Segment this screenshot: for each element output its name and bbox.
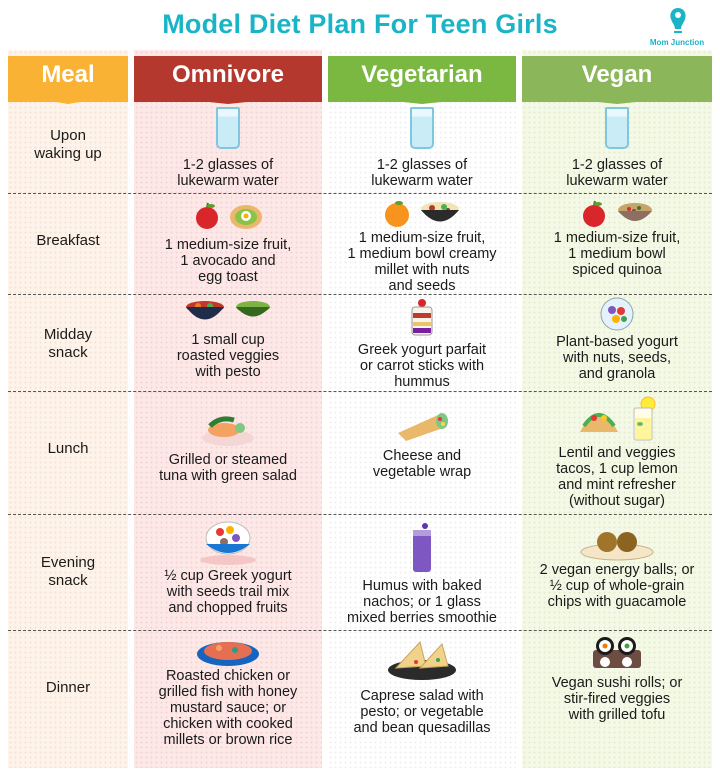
header-meal-label: Meal xyxy=(41,61,95,88)
meal-label-lunch: Lunch xyxy=(47,440,89,457)
header-vegetarian-label: Vegetarian xyxy=(361,61,483,88)
omnivore-dinner: Roasted chicken or grilled fish with hone… xyxy=(158,668,298,748)
apple-icon xyxy=(583,200,605,227)
yogurt-bowl-icon xyxy=(600,297,634,331)
vegan-lunch: Lentil and veggies tacos, 1 cup lemon and … xyxy=(556,445,678,509)
lemon-drink-icon xyxy=(633,396,656,441)
vegetarian-lunch: Cheese and vegetable wrap xyxy=(372,448,472,480)
page-title: Model Diet Plan For Teen Girls xyxy=(162,9,558,39)
vegetarian-dinner: Caprese salad with pesto; or vegetable and… xyxy=(353,688,491,736)
row-divider xyxy=(8,514,712,515)
omnivore-midday: 1 small cup roasted veggies with pesto xyxy=(176,332,280,380)
row-divider xyxy=(8,294,712,295)
pesto-bowl-icon xyxy=(236,301,270,317)
meal-label-breakfast: Breakfast xyxy=(36,232,100,249)
momjunction-logo-icon xyxy=(670,8,686,33)
taco-icon xyxy=(580,413,618,432)
vegetarian-midday: Greek yogurt parfait or carrot sticks wit… xyxy=(357,342,487,390)
omnivore-waking: 1-2 glasses of lukewarm water xyxy=(177,157,279,189)
meal-label-evening: Evening snack xyxy=(40,554,96,589)
vegetarian-evening: Humus with baked nachos; or 1 glass mixed … xyxy=(347,578,497,626)
brand-logo: Mom Junction xyxy=(642,6,712,50)
tuna-salad-icon xyxy=(202,416,254,446)
omnivore-column xyxy=(134,50,322,768)
meal-label-midday: Midday snack xyxy=(43,326,93,361)
millet-bowl-icon xyxy=(421,202,459,222)
quesadilla-icon xyxy=(388,640,456,680)
veggie-bowl-icon xyxy=(186,301,224,320)
header-tips xyxy=(8,94,712,104)
meal-label-dinner: Dinner xyxy=(45,679,91,696)
meal-label-waking: Upon waking up xyxy=(34,127,102,162)
vegan-midday: Plant-based yogurt with nuts, seeds, and g… xyxy=(556,334,678,382)
omnivore-breakfast: 1 medium-size fruit, 1 avocado and egg toa… xyxy=(164,237,292,285)
row-divider xyxy=(8,630,712,631)
quinoa-bowl-icon xyxy=(618,203,652,221)
yogurt-bowl-icon xyxy=(200,521,256,565)
header-vegan-label: Vegan xyxy=(581,61,653,88)
vegan-column xyxy=(522,50,712,768)
egg-toast-icon xyxy=(230,205,262,229)
orange-icon xyxy=(385,201,409,227)
row-divider xyxy=(8,193,712,194)
row-divider xyxy=(8,391,712,392)
logo-text: Mom Junction xyxy=(649,38,705,47)
energy-balls-icon xyxy=(580,532,654,561)
smoothie-icon xyxy=(413,523,431,572)
header-omnivore-label: Omnivore xyxy=(171,61,285,88)
sushi-icon xyxy=(593,637,641,668)
water-glass-icon xyxy=(216,107,240,149)
water-glass-icon xyxy=(605,107,629,149)
water-glass-icon xyxy=(410,107,434,149)
parfait-icon xyxy=(411,299,433,336)
apple-icon xyxy=(196,202,218,229)
omnivore-evening: ½ cup Greek yogurt with seeds trail mix an… xyxy=(164,568,292,616)
vegan-waking: 1-2 glasses of lukewarm water xyxy=(566,157,668,189)
vegetarian-breakfast: 1 medium-size fruit, 1 medium bowl creamy… xyxy=(347,230,497,294)
omnivore-lunch: Grilled or steamed tuna with green salad xyxy=(159,452,297,484)
roasted-chicken-icon xyxy=(197,642,259,666)
wrap-icon xyxy=(398,413,448,441)
vegan-evening: 2 vegan energy balls; or ½ cup of whole-g… xyxy=(539,562,695,610)
meal-column xyxy=(8,50,128,768)
vegetarian-waking: 1-2 glasses of lukewarm water xyxy=(371,157,473,189)
vegan-dinner: Vegan sushi rolls; or stir-fired veggies w… xyxy=(551,675,683,723)
vegan-breakfast: 1 medium-size fruit, 1 medium bowl spiced … xyxy=(553,230,681,278)
